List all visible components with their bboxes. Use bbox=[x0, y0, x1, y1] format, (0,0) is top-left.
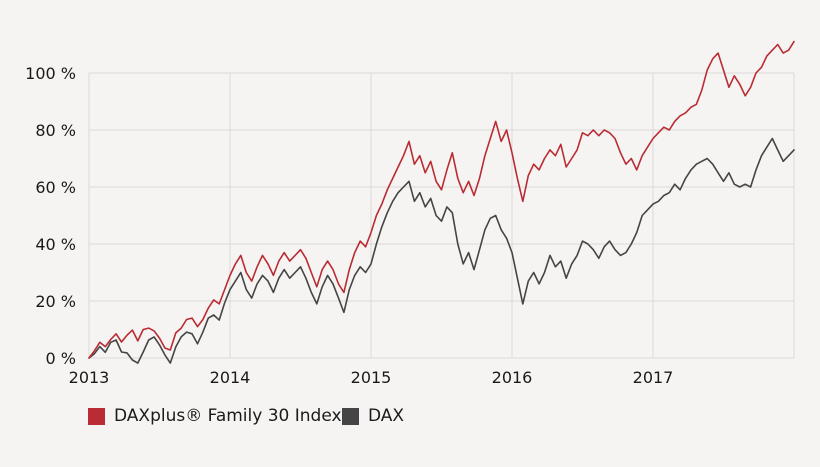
chart-legend: DAXplus® Family 30 Index DAX bbox=[0, 406, 820, 428]
legend-item-dax: DAX bbox=[342, 406, 404, 426]
svg-text:2014: 2014 bbox=[210, 368, 251, 387]
svg-text:80 %: 80 % bbox=[35, 121, 76, 140]
svg-text:0 %: 0 % bbox=[46, 349, 76, 368]
svg-text:2017: 2017 bbox=[633, 368, 674, 387]
svg-text:2016: 2016 bbox=[492, 368, 533, 387]
dax-swatch-icon bbox=[342, 407, 359, 425]
svg-text:2013: 2013 bbox=[69, 368, 110, 387]
svg-text:100 %: 100 % bbox=[25, 64, 76, 83]
svg-text:60 %: 60 % bbox=[35, 178, 76, 197]
svg-text:40 %: 40 % bbox=[35, 235, 76, 254]
legend-item-family30: DAXplus® Family 30 Index bbox=[88, 406, 342, 426]
svg-text:2015: 2015 bbox=[351, 368, 392, 387]
family30-swatch-icon bbox=[88, 407, 105, 425]
dax-legend-label: DAX bbox=[368, 406, 405, 426]
family30-legend-label: DAXplus® Family 30 Index bbox=[114, 406, 342, 426]
svg-text:20 %: 20 % bbox=[35, 292, 76, 311]
